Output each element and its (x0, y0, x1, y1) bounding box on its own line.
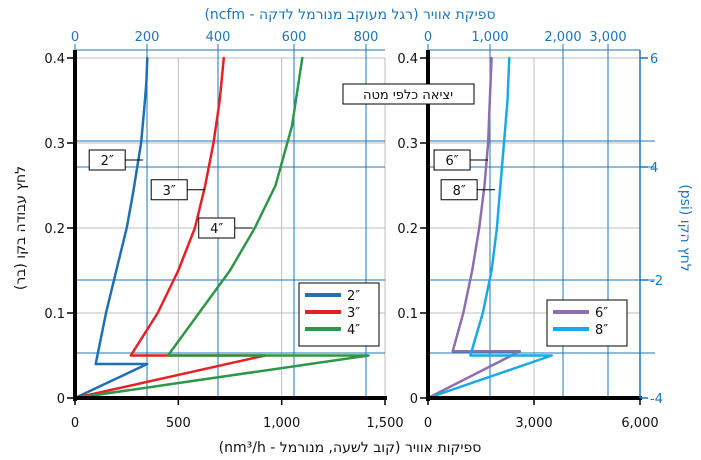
top-tick-label: 200 (135, 30, 160, 45)
x-tick-label: 3,000 (515, 416, 552, 431)
top-tick-label: 0 (424, 30, 432, 45)
y-tick-label: 0.4 (397, 52, 418, 67)
legend-label: 2″ (347, 289, 360, 304)
y-tick-label: 0.1 (44, 307, 65, 322)
top-axis-label: ספיקת אוויר (רגל מעוקב מנורמל לדקה - ncf… (204, 7, 495, 23)
bottom-axis-label: ספיקות אוויר (קוב לשעה, מנורמל - nm³/h) (219, 440, 482, 456)
legend-box (546, 299, 628, 347)
callout-label: 2″ (101, 154, 114, 169)
series-layer (73, 56, 553, 400)
y-tick-label: 0 (410, 392, 418, 407)
x-tick-label: 1,000 (263, 416, 300, 431)
top-tick-label: 0 (71, 30, 79, 45)
left-y-axis-label: לחץ עבודה בקו (בר) (13, 166, 29, 290)
top-tick-label: 2,000 (544, 30, 581, 45)
y-tick-label: 0.2 (397, 222, 418, 237)
callout-label: 8″ (453, 184, 466, 199)
legend-label: 4″ (347, 323, 360, 338)
psi-tick-label: -4 (650, 392, 663, 407)
series-line (426, 56, 522, 400)
callout-box (440, 179, 478, 201)
psi-tick-label: 6 (650, 52, 658, 67)
psi-tick-label: 4 (650, 161, 658, 176)
callout-box (433, 149, 471, 171)
series-line (73, 56, 149, 400)
psi-tick-label: -2 (650, 274, 663, 289)
legend-label: 6″ (595, 306, 608, 321)
x-tick-label: 1,500 (366, 416, 403, 431)
x-tick-label: 6,000 (621, 416, 658, 431)
y-tick-label: 0.1 (397, 307, 418, 322)
x-tick-label: 500 (166, 416, 191, 431)
series-line (73, 56, 370, 400)
panel-title: יציאה כלפי מטה (363, 88, 453, 103)
panel-title-box (342, 83, 475, 105)
callout-box (150, 179, 188, 201)
callout-label: 6″ (445, 154, 458, 169)
callout-label: 3″ (163, 184, 176, 199)
y-tick-label: 0.3 (397, 137, 418, 152)
top-tick-label: 800 (354, 30, 379, 45)
callout-box (88, 149, 126, 171)
callout-box (198, 217, 236, 239)
y-tick-label: 0 (57, 392, 65, 407)
y-tick-label: 0.4 (44, 52, 65, 67)
y-tick-label: 0.3 (44, 137, 65, 152)
x-tick-label: 0 (71, 416, 79, 431)
top-tick-label: 1,000 (471, 30, 508, 45)
legend-label: 3″ (347, 306, 360, 321)
top-tick-label: 600 (282, 30, 307, 45)
top-tick-label: 400 (206, 30, 231, 45)
legend-label: 8″ (595, 323, 608, 338)
right-y-axis-label: לחץ הקו (psi) (677, 184, 693, 271)
x-tick-label: 0 (424, 416, 432, 431)
axis-layer (67, 44, 648, 405)
series-line (426, 56, 553, 400)
callout-label: 4″ (210, 222, 223, 237)
y-tick-label: 0.2 (44, 222, 65, 237)
legend-box (298, 282, 380, 347)
top-tick-label: 3,000 (589, 30, 626, 45)
